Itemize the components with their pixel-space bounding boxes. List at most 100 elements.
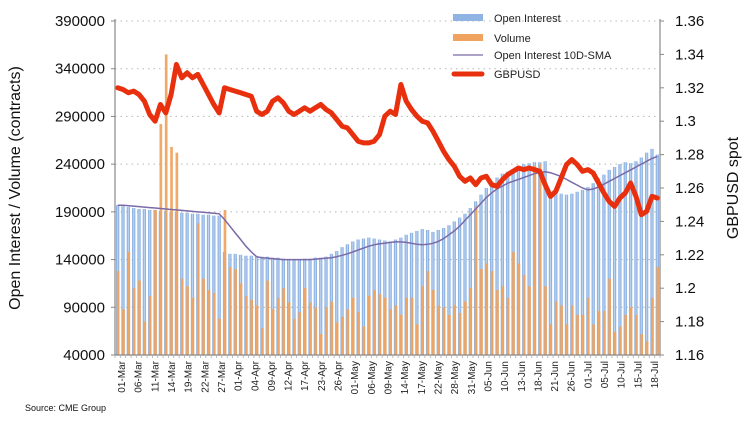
x-tick-label: 26-Jun	[567, 361, 578, 392]
x-tick-label: 28-May	[450, 361, 461, 394]
volume-bar	[512, 251, 515, 355]
volume-bar	[202, 278, 205, 355]
open-interest-bar-highlight	[320, 257, 322, 355]
x-tick-label: 04-Apr	[250, 360, 261, 391]
open-interest-bar-highlight	[400, 237, 402, 355]
open-interest-bar-highlight	[614, 167, 616, 355]
open-interest-bar-highlight	[448, 225, 450, 355]
open-interest-bar-highlight	[133, 208, 135, 355]
x-tick-label: 10-Jul	[617, 361, 628, 388]
x-tick-label: 11-Mar	[150, 360, 161, 392]
volume-bar	[362, 326, 366, 355]
volume-bar	[490, 271, 494, 355]
volume-bar	[148, 295, 152, 355]
volume-bar	[357, 312, 360, 355]
x-tick-label: 09-May	[384, 361, 395, 394]
volume-bar	[656, 267, 660, 355]
volume-bar	[367, 295, 371, 355]
left-tick-label: 40000	[63, 347, 105, 364]
x-tick-label: 26-Apr	[334, 360, 345, 391]
volume-bar	[132, 288, 136, 355]
volume-bar	[570, 305, 574, 355]
x-tick-label: 23-Apr	[317, 360, 328, 391]
open-interest-bar-highlight	[389, 241, 391, 355]
volume-bar	[164, 54, 168, 356]
volume-bar	[170, 146, 173, 355]
volume-bar	[207, 290, 211, 355]
volume-bar	[378, 293, 382, 355]
volume-bar	[619, 326, 622, 355]
volume-bar	[138, 280, 141, 355]
volume-bar	[244, 295, 248, 355]
volume-bar	[624, 314, 628, 355]
legend-label-open-interest: Open Interest	[494, 13, 561, 25]
volume-bar	[581, 314, 585, 355]
open-interest-bar-highlight	[459, 217, 461, 355]
x-tick-label: 05-Jul	[600, 361, 611, 388]
right-tick-label: 1.24	[675, 213, 704, 230]
left-tick-label: 340000	[55, 61, 105, 78]
volume-bar	[469, 288, 473, 355]
x-tick-label: 12-Apr	[284, 360, 295, 391]
volume-bar	[191, 297, 195, 355]
open-interest-bar-highlight	[528, 163, 530, 355]
volume-bar	[544, 286, 547, 355]
right-tick-label: 1.34	[675, 46, 704, 63]
volume-bar	[464, 301, 467, 355]
x-tick-label: 01-May	[350, 361, 361, 394]
x-tick-label: 05-Jun	[483, 361, 494, 392]
open-interest-bar-highlight	[261, 256, 263, 355]
right-y-axis-ticks: 1.36 1.34 1.32 1.3 1.28 1.26 1.24 1.22 1.2 1.18 1.…	[660, 13, 704, 364]
open-interest-bar-highlight	[357, 239, 359, 355]
x-tick-label: 27-Mar	[217, 360, 228, 392]
volume-bar	[212, 292, 216, 355]
volume-bar	[373, 290, 376, 355]
right-axis-title: GBPUSD spot	[725, 136, 742, 239]
volume-bar	[314, 307, 318, 355]
volume-bar	[415, 324, 419, 355]
open-interest-bar-highlight	[293, 259, 295, 355]
open-interest-bar-highlight	[576, 191, 578, 355]
open-interest-bar-highlight	[523, 164, 525, 355]
x-axis-ticks: 01-Mar 06-Mar 11-Mar 14-Mar 19-Mar 22-Mar 27-M…	[117, 360, 661, 394]
x-tick-label: 17-Apr	[300, 360, 311, 391]
left-tick-label: 290000	[55, 108, 105, 125]
volume-bar	[554, 301, 558, 355]
volume-bar	[645, 341, 649, 355]
volume-bar	[330, 301, 334, 355]
open-interest-bar-highlight	[272, 257, 274, 355]
volume-bar	[271, 309, 275, 355]
open-interest-bar-highlight	[565, 194, 567, 355]
legend-swatch-open-interest	[453, 14, 483, 21]
open-interest-bar-highlight	[501, 173, 503, 355]
open-interest-bar-highlight	[469, 208, 471, 355]
volume-bar	[437, 305, 441, 355]
x-tick-label: 13-Jun	[517, 361, 528, 392]
volume-bar	[266, 280, 270, 355]
open-interest-bar-highlight	[336, 250, 338, 355]
volume-bar	[506, 297, 510, 355]
volume-bar	[597, 311, 601, 355]
open-interest-bar-highlight	[624, 162, 626, 355]
volume-bar	[335, 322, 339, 355]
volume-bar	[592, 324, 595, 355]
volume-bar	[432, 290, 435, 355]
volume-bar	[346, 309, 350, 355]
open-interest-bar-highlight	[208, 214, 210, 355]
open-interest-bar-highlight	[362, 238, 364, 355]
volume-bar	[635, 314, 638, 355]
volume-bar	[309, 302, 312, 355]
open-interest-bar-highlight	[213, 215, 215, 355]
volume-bar	[453, 305, 457, 355]
volume-bar	[180, 278, 184, 355]
volume-bar	[629, 307, 633, 355]
open-interest-bar-highlight	[325, 256, 327, 355]
x-tick-label: 18-Jun	[533, 361, 544, 392]
volume-bar	[480, 269, 483, 355]
open-interest-bar-highlight	[571, 193, 573, 355]
volume-bar	[528, 286, 531, 355]
volume-bar	[223, 209, 227, 355]
volume-bar	[122, 309, 125, 355]
x-tick-label: 10-Jun	[500, 361, 511, 392]
